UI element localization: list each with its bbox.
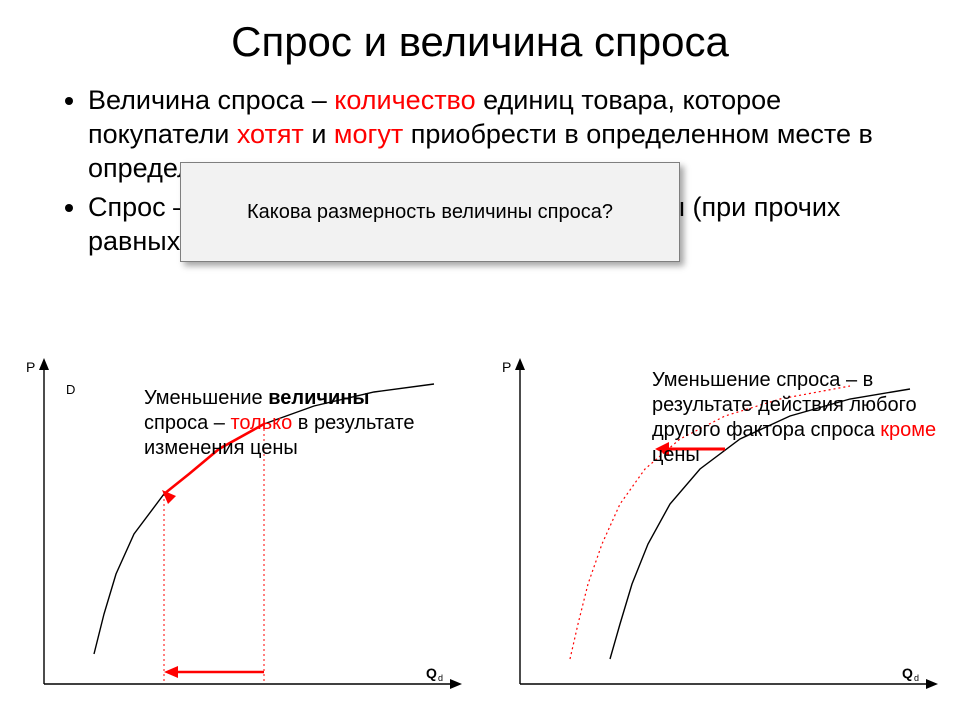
b1-red2: хотят bbox=[237, 119, 304, 149]
callout-text: Какова размерность величины спроса? bbox=[247, 201, 613, 224]
c1-red: только bbox=[230, 412, 292, 434]
c1-t1: Уменьшение bbox=[144, 387, 268, 409]
b1-red3: могут bbox=[334, 119, 403, 149]
chart-right: P Qd Уменьшение спроса – в результате дей… bbox=[490, 354, 950, 706]
chart-left: P Qd D Уменьшение величины спроса – только… bbox=[14, 354, 474, 706]
svg-text:Q: Q bbox=[902, 665, 913, 681]
svg-text:d: d bbox=[914, 673, 919, 683]
c1-t2: спроса – bbox=[144, 412, 230, 434]
c2-red: кроме bbox=[880, 419, 936, 441]
b1-pre: Величина спроса – bbox=[88, 85, 334, 115]
svg-text:P: P bbox=[502, 359, 511, 375]
c1-bold: величины bbox=[268, 387, 369, 409]
svg-text:P: P bbox=[26, 359, 35, 375]
c2-t1: Уменьшение спроса – в результате действи… bbox=[652, 369, 917, 441]
slide-title: Спрос и величина спроса bbox=[0, 0, 960, 66]
b1-red1: количество bbox=[334, 85, 475, 115]
svg-text:D: D bbox=[66, 382, 75, 397]
caption-right: Уменьшение спроса – в результате действи… bbox=[652, 368, 952, 468]
svg-text:d: d bbox=[438, 673, 443, 683]
b1-mid2: и bbox=[304, 119, 334, 149]
callout-box: Какова размерность величины спроса? bbox=[180, 162, 680, 262]
svg-text:Q: Q bbox=[426, 665, 437, 681]
caption-left: Уменьшение величины спроса – только в ре… bbox=[144, 386, 424, 461]
c2-t2: цены bbox=[652, 444, 700, 466]
